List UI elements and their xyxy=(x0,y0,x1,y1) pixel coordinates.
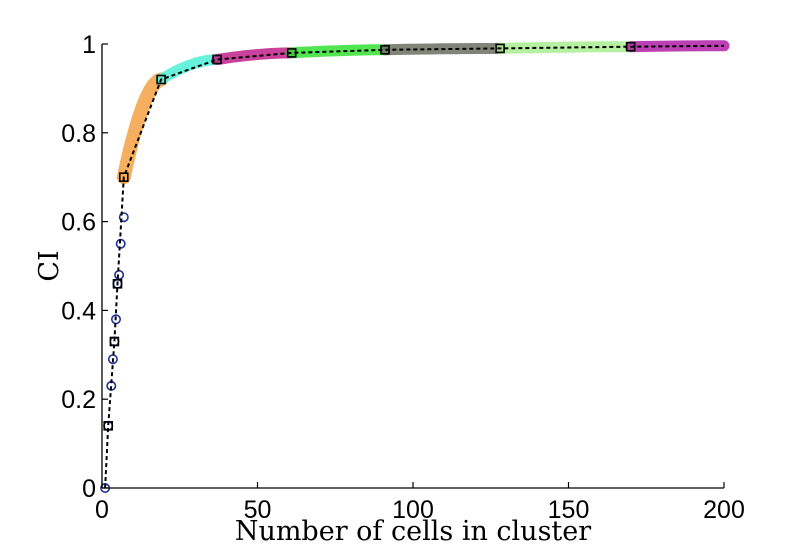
dashed-line xyxy=(104,44,725,489)
dashed-trend xyxy=(104,44,725,489)
x-tick-label: 0 xyxy=(95,496,109,524)
axes xyxy=(101,44,724,489)
y-ticks: 0 0.2 0.4 0.6 0.8 1 xyxy=(61,31,108,503)
square-markers xyxy=(103,41,636,431)
cluster-bands xyxy=(116,40,730,185)
square-marker xyxy=(156,74,166,85)
y-tick-label: 0.6 xyxy=(61,209,96,237)
y-tick-label: 0 xyxy=(82,475,96,503)
square-marker xyxy=(495,43,505,54)
x-ticks: 0 50 100 150 200 xyxy=(95,482,745,524)
square-marker xyxy=(103,420,113,431)
square-marker xyxy=(119,172,129,182)
y-tick-label: 0.2 xyxy=(61,386,96,414)
cluster-band-1 xyxy=(116,72,169,185)
x-tick-label: 50 xyxy=(244,496,272,524)
x-axis-title: Number of cells in cluster xyxy=(235,516,591,547)
cluster-band-2 xyxy=(155,54,223,85)
y-tick-label: 0.4 xyxy=(61,297,96,325)
data-point xyxy=(114,269,125,280)
square-marker xyxy=(380,44,390,55)
x-tick-label: 200 xyxy=(703,496,745,524)
y-tick-label: 1 xyxy=(82,31,96,59)
y-tick-label: 0.8 xyxy=(61,120,96,148)
square-marker xyxy=(625,41,636,52)
x-tick-label: 150 xyxy=(548,496,590,524)
square-marker xyxy=(112,278,123,289)
x-tick-label: 100 xyxy=(392,496,434,524)
cluster-band-3 xyxy=(211,47,298,65)
square-marker xyxy=(109,336,120,347)
y-axis-title: CI xyxy=(34,250,65,281)
data-point xyxy=(118,212,129,223)
square-marker xyxy=(212,54,222,65)
square-marker xyxy=(286,48,297,58)
